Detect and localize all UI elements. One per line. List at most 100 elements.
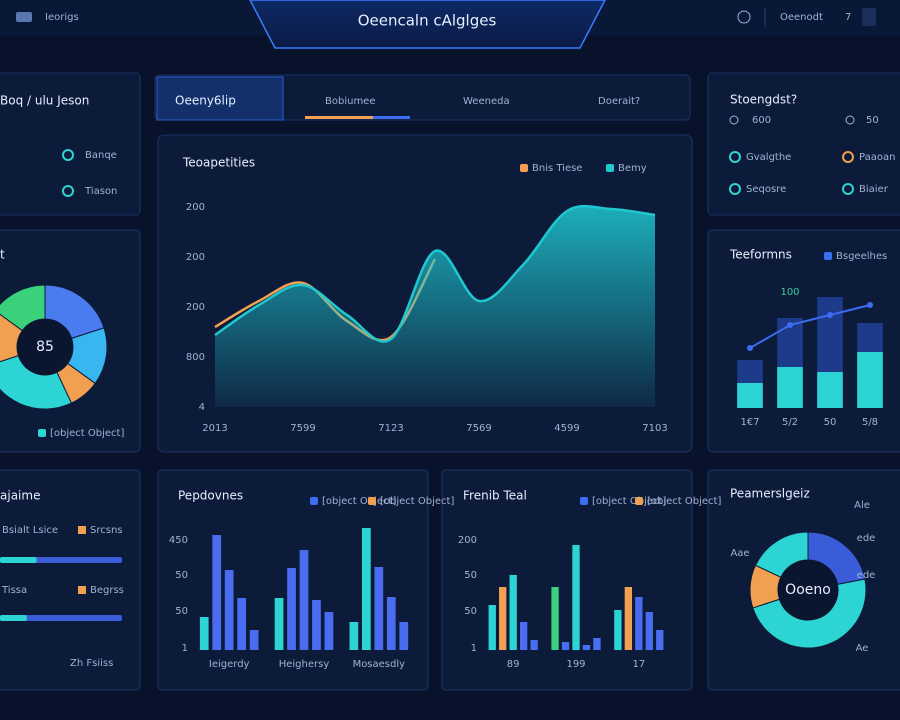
panel-title: Boq / ulu Jeson (0, 94, 89, 108)
bar (237, 598, 247, 650)
icon (845, 115, 855, 125)
tab-active[interactable] (156, 76, 284, 121)
x-tick-label: 7569 (466, 423, 491, 434)
legend-label: [object Object] (647, 496, 721, 507)
legend-swatch (38, 429, 46, 437)
line (749, 304, 871, 349)
bar (299, 550, 309, 650)
icon (842, 183, 854, 195)
x-tick-label: Heighersy (279, 659, 330, 670)
row-label: Tissa (1, 585, 27, 596)
settings-icon[interactable] (737, 10, 751, 24)
icon (729, 183, 741, 195)
bar (857, 323, 883, 352)
bar (624, 587, 633, 650)
donut-hole (17, 319, 73, 375)
bar (737, 383, 763, 408)
bar (287, 568, 296, 650)
track (0, 615, 122, 621)
x-tick-label: 7103 (642, 423, 667, 434)
center-label: Ooeno (785, 582, 831, 598)
y-tick-label: 50 (175, 570, 188, 581)
x-tick-label: 7123 (378, 423, 403, 434)
bar (249, 630, 259, 650)
list-item[interactable]: Gvalgthe (746, 152, 791, 163)
icon (729, 151, 741, 163)
legend-label: [object Object] (380, 496, 454, 507)
bar (361, 528, 371, 650)
annotation: ede (857, 570, 876, 581)
y-tick-label: 50 (464, 606, 477, 617)
bar (593, 638, 601, 650)
chart-title: Pepdovnes (178, 489, 243, 503)
stat: 600 (752, 115, 771, 126)
list-item[interactable]: Tiason (84, 186, 117, 197)
bar (499, 587, 507, 650)
legend-swatch (78, 586, 86, 594)
annotation: Ale (854, 500, 870, 511)
chart-title: Teoapetities (182, 156, 255, 170)
point (747, 345, 753, 351)
legend-swatch (606, 164, 614, 172)
tab-label[interactable]: Oeeny6lip (175, 94, 236, 108)
x-tick-label: 4599 (554, 423, 579, 434)
bar (561, 642, 570, 650)
y-tick-label: 200 (186, 202, 205, 213)
bar (614, 610, 622, 650)
list-item[interactable]: Seqosre (746, 184, 786, 195)
bar (582, 645, 591, 650)
legend-swatch (635, 497, 643, 505)
bar (551, 587, 559, 650)
chart-title: ajaime (0, 489, 40, 503)
footnote: Zh Fsiiss (70, 658, 113, 669)
tab-underline (373, 116, 410, 119)
legend-swatch (824, 252, 832, 260)
header-title: Oeencaln cAlglges (358, 12, 497, 30)
x-tick-label: Mosaesdly (353, 659, 406, 670)
stat: 50 (866, 115, 879, 126)
center-label: 85 (36, 339, 54, 355)
chart-title: Frenib Teal (463, 489, 527, 503)
header-badge: 7 (845, 12, 851, 23)
row-tag: Srcsns (90, 525, 123, 536)
bar (737, 360, 763, 383)
bar (530, 640, 538, 650)
icon (842, 151, 854, 163)
y-tick-label: 50 (175, 606, 188, 617)
bar (777, 367, 803, 408)
header-left[interactable]: Ieorigs (45, 12, 79, 23)
legend-label: Bemy (618, 163, 647, 174)
tab-underline (305, 116, 373, 119)
point (867, 302, 873, 308)
icon (62, 185, 74, 197)
panel (707, 72, 900, 216)
y-tick-label: 450 (169, 535, 188, 546)
bar (312, 600, 321, 650)
panel (0, 469, 141, 691)
legend-swatch (310, 497, 318, 505)
legend-label: [object Object] (322, 496, 396, 507)
bar (645, 612, 653, 650)
list-item[interactable]: Banqe (85, 150, 117, 161)
donut-hole (778, 560, 838, 620)
tab-label[interactable]: Bobiumee (325, 96, 376, 107)
tab-bar (154, 74, 691, 121)
x-tick-label: 17 (632, 659, 645, 670)
y-tick-label: 200 (186, 252, 205, 263)
bar (274, 598, 284, 650)
tab-label[interactable]: Weeneda (463, 96, 510, 107)
bar (324, 612, 334, 650)
legend-label: [object Object] (50, 428, 124, 439)
list-item[interactable]: Biaier (859, 184, 889, 195)
chart-title: Teeformns (729, 248, 792, 262)
progress-bar (0, 615, 27, 621)
icon (729, 115, 739, 125)
user-icon[interactable] (862, 8, 876, 26)
tab-label[interactable]: Doerait? (598, 96, 640, 107)
bar (656, 630, 664, 650)
legend-swatch (580, 497, 588, 505)
list-item[interactable]: Paaoan (859, 152, 895, 163)
bar (817, 297, 843, 372)
header-right[interactable]: Oeenodt (780, 12, 823, 23)
x-tick-label: 7599 (290, 423, 315, 434)
